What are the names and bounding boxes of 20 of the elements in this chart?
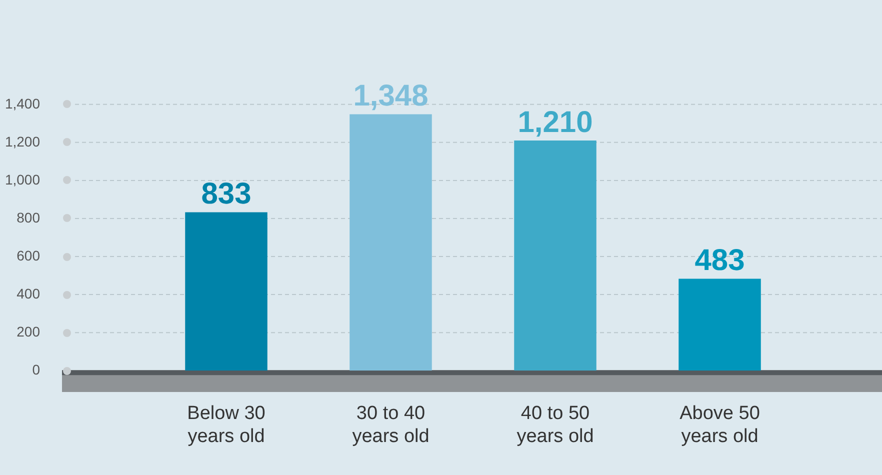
y-tick-label: 1,000 bbox=[4, 171, 40, 188]
x-tick-label: Below 30 years old bbox=[187, 403, 266, 448]
data-label: 483 bbox=[694, 244, 745, 278]
x-tick-label: Above 50 years old bbox=[680, 403, 760, 448]
bar bbox=[678, 278, 761, 371]
data-label: 833 bbox=[201, 177, 252, 210]
y-tick-label: 200 bbox=[16, 323, 40, 340]
x-tick-label: 40 to 50 years old bbox=[516, 403, 594, 448]
data-label: 1,348 bbox=[353, 80, 428, 113]
y-tick-label: 1,400 bbox=[4, 95, 40, 112]
data-label: 1,210 bbox=[518, 106, 593, 139]
bar bbox=[350, 114, 432, 371]
x-tick-label: 30 to 40 years old bbox=[352, 403, 430, 448]
bar bbox=[514, 140, 596, 371]
y-tick-label: 0 bbox=[32, 361, 40, 378]
y-tick-label: 800 bbox=[16, 209, 40, 226]
y-tick-label: 400 bbox=[16, 285, 40, 302]
y-tick-label: 1,200 bbox=[4, 133, 40, 150]
bar bbox=[185, 212, 268, 371]
y-tick-label: 600 bbox=[16, 247, 40, 264]
